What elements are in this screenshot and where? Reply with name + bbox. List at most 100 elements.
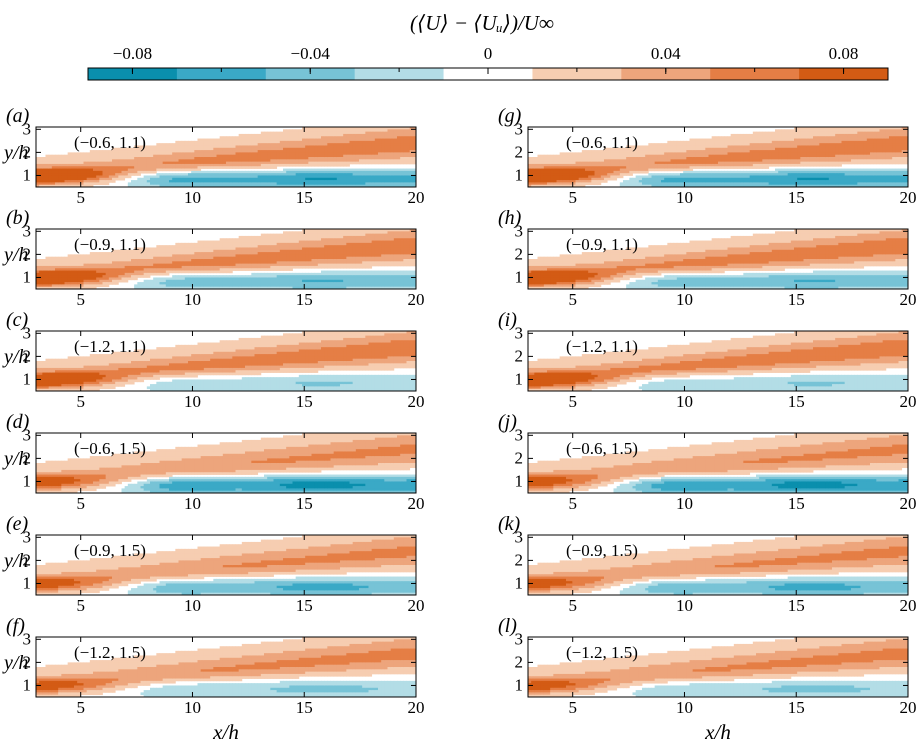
contour-cell: [194, 263, 198, 267]
contour-cell: [102, 272, 107, 276]
contour-cell: [412, 147, 417, 151]
contour-cell: [305, 265, 309, 269]
contour-cell: [175, 154, 179, 158]
contour-cell: [365, 282, 369, 285]
contour-cell: [229, 184, 233, 188]
contour-cell: [378, 131, 382, 135]
contour-cell: [112, 168, 116, 172]
contour-cell: [321, 270, 325, 274]
contour-cell: [169, 256, 173, 260]
contour-cell: [346, 138, 350, 142]
contour-cell: [134, 180, 138, 183]
contour-cell: [45, 384, 50, 387]
contour-cell: [245, 159, 249, 163]
contour-cell: [381, 256, 385, 260]
contour-cell: [295, 247, 300, 251]
contour-cell: [314, 168, 319, 172]
contour-cell: [273, 136, 278, 139]
contour-cell: [355, 180, 360, 183]
contour-cell: [36, 170, 40, 174]
contour-cell: [194, 242, 198, 246]
contour-cell: [286, 133, 290, 137]
contour-cell: [365, 242, 369, 246]
contour-cell: [317, 245, 322, 248]
contour-cell: [112, 154, 116, 158]
contour-cell: [289, 265, 293, 269]
contour-cell: [55, 374, 59, 378]
contour-cell: [39, 279, 43, 283]
contour-cell: [368, 159, 373, 163]
contour-cell: [302, 279, 306, 283]
contour-cell: [390, 249, 395, 253]
contour-cell: [70, 157, 75, 160]
contour-cell: [102, 180, 107, 183]
contour-cell: [264, 161, 268, 165]
contour-cell: [207, 175, 211, 179]
contour-cell: [39, 175, 43, 179]
contour-cell: [406, 173, 411, 176]
contour-cell: [181, 184, 186, 188]
contour-cell: [298, 233, 303, 237]
contour-cell: [165, 263, 170, 267]
contour-cell: [295, 286, 300, 290]
contour-cell: [390, 154, 395, 158]
contour-cell: [188, 275, 192, 278]
contour-cell: [276, 233, 281, 237]
contour-cell: [159, 161, 164, 165]
contour-cell: [403, 154, 407, 158]
contour-cell: [292, 272, 297, 276]
contour-cell: [58, 367, 62, 371]
contour-cell: [175, 256, 179, 260]
contour-cell: [127, 182, 132, 186]
contour-cell: [159, 245, 164, 248]
contour-cell: [169, 254, 173, 258]
contour-cell: [336, 261, 341, 265]
contour-cell: [131, 184, 135, 188]
contour-cell: [295, 261, 300, 265]
contour-cell: [384, 127, 388, 130]
contour-cell: [406, 184, 411, 188]
contour-cell: [143, 279, 148, 283]
contour-cell: [349, 147, 354, 151]
contour-cell: [58, 365, 62, 369]
contour-cell: [289, 259, 293, 262]
contour-cell: [172, 261, 176, 265]
contour-cell: [99, 168, 103, 172]
contour-cell: [181, 163, 186, 167]
contour-cell: [169, 277, 173, 281]
contour-cell: [159, 249, 164, 253]
contour-cell: [146, 272, 151, 276]
contour-cell: [200, 265, 205, 269]
contour-cell: [124, 168, 129, 172]
contour-cell: [48, 161, 53, 165]
contour-cell: [371, 249, 376, 253]
contour-cell: [51, 173, 56, 176]
contour-cell: [289, 261, 293, 265]
contour-cell: [308, 247, 312, 251]
contour-cell: [156, 161, 160, 165]
contour-cell: [327, 238, 331, 241]
contour-cell: [156, 279, 160, 283]
contour-cell: [397, 170, 401, 174]
contour-cell: [308, 175, 312, 179]
contour-cell: [140, 272, 145, 276]
contour-cell: [115, 254, 119, 258]
contour-cell: [241, 180, 246, 183]
contour-cell: [340, 231, 344, 235]
contour-cell: [400, 129, 404, 133]
contour-cell: [384, 282, 388, 285]
contour-cell: [279, 277, 284, 281]
contour-cell: [251, 140, 255, 144]
contour-cell: [213, 177, 217, 181]
contour-cell: [298, 279, 303, 283]
contour-cell: [229, 240, 233, 244]
contour-cell: [159, 247, 164, 251]
contour-cell: [283, 240, 287, 244]
contour-cell: [330, 275, 335, 278]
contour-cell: [384, 173, 388, 176]
contour-cell: [121, 275, 126, 278]
contour-cell: [403, 161, 407, 165]
contour-cell: [283, 131, 287, 135]
contour-cell: [381, 177, 385, 181]
contour-cell: [254, 284, 259, 288]
